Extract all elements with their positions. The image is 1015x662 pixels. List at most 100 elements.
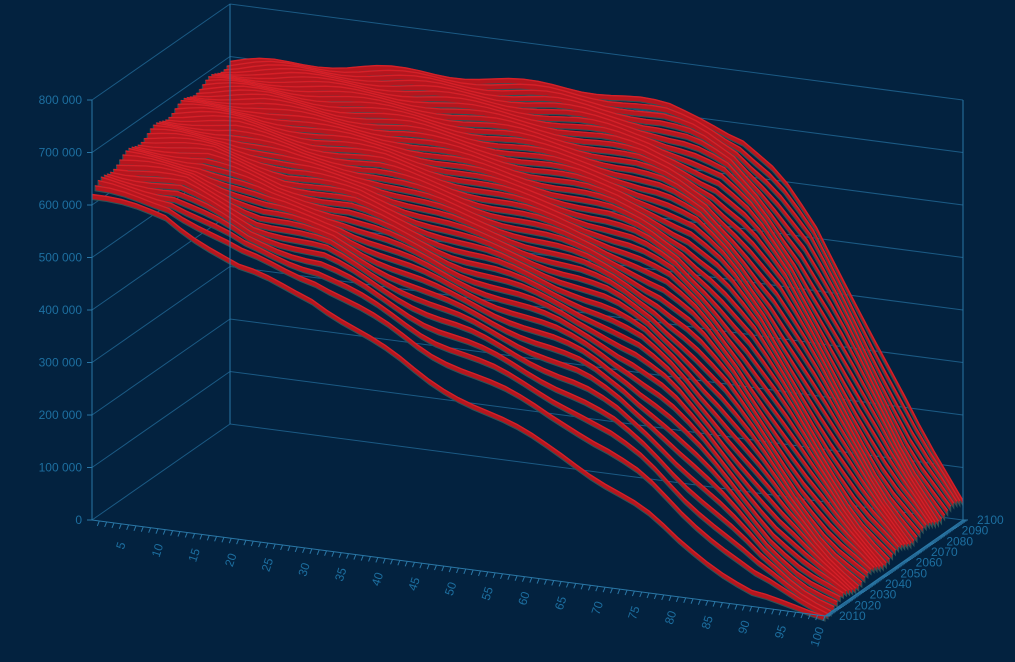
y-tick-label: 2050 — [900, 566, 927, 580]
surface-band-edge-19 — [150, 128, 884, 566]
x-minor-tick — [412, 562, 415, 568]
x-minor-tick — [485, 571, 489, 578]
surface-band-edge-35 — [199, 85, 933, 523]
x-tick-label: 75 — [625, 604, 643, 621]
x-minor-tick — [727, 603, 731, 609]
surface-band-edge-27 — [174, 106, 909, 545]
x-minor-tick — [390, 559, 393, 565]
x-tick-label: 10 — [149, 542, 167, 559]
x-minor-tick — [639, 591, 643, 598]
z-tick-label: 800 000 — [39, 93, 83, 107]
z-axis-tick-labels: 0 100 000 200 000 300 000 400 000 500 000 600 … — [39, 93, 92, 527]
x-minor-tick — [294, 546, 298, 553]
x-minor-tick — [749, 606, 753, 612]
x-minor-tick — [280, 544, 284, 551]
x-minor-tick — [595, 586, 599, 592]
x-minor-tick — [375, 557, 379, 563]
surface-band-edge-6 — [110, 171, 844, 594]
surface-band-edge-32 — [190, 96, 924, 529]
x-minor-tick — [177, 531, 181, 537]
x-minor-tick — [434, 564, 437, 571]
surface-band-edge-37 — [205, 78, 940, 522]
x-minor-tick — [734, 604, 738, 610]
x-minor-tick — [258, 541, 262, 548]
surface-band-edge-20 — [153, 124, 887, 564]
x-minor-tick — [763, 608, 767, 614]
x-minor-tick — [228, 538, 232, 544]
x-tick-label: 45 — [405, 575, 423, 592]
surface-band-edge-9 — [119, 159, 854, 591]
x-tick-label: 80 — [662, 609, 680, 626]
x-minor-tick — [785, 611, 789, 617]
x-minor-tick — [668, 595, 672, 602]
x-tick-label: 60 — [515, 590, 533, 607]
y-tick-label: 2080 — [946, 534, 973, 548]
x-minor-tick — [140, 526, 144, 532]
y-tick-label: 2030 — [870, 588, 897, 602]
x-tick-label: 85 — [699, 614, 717, 631]
surface-band-edge-29 — [180, 99, 915, 542]
x-minor-tick — [522, 576, 525, 582]
x-tick-label: 5 — [113, 540, 128, 551]
surface-band-edge-26 — [171, 110, 906, 545]
x-minor-tick — [756, 607, 760, 613]
x-minor-tick — [96, 520, 100, 527]
surface-band-edge-41 — [217, 71, 952, 507]
x-minor-tick — [683, 597, 687, 603]
surface-band-edge-1 — [94, 185, 829, 615]
surface-band-edge-40 — [214, 73, 949, 511]
x-minor-tick — [573, 583, 577, 589]
x-tick-label: 30 — [295, 561, 313, 578]
x-minor-tick — [287, 545, 291, 552]
x-minor-tick — [661, 594, 665, 601]
x-axis-tick-labels: 5 10 15 20 25 30 35 40 45 50 55 60 65 70 75 80 85 90 95 100 — [96, 520, 827, 649]
surface-band-edge-17 — [144, 136, 878, 568]
x-minor-tick — [653, 593, 657, 600]
x-minor-tick — [184, 532, 188, 538]
surface-band-edge-11 — [125, 150, 860, 587]
x-minor-tick — [719, 602, 723, 608]
z-tick-label: 100 000 — [39, 461, 83, 475]
x-minor-tick — [741, 605, 745, 611]
x-minor-tick — [236, 539, 240, 545]
x-minor-tick — [331, 551, 335, 557]
x-minor-tick — [426, 563, 430, 570]
x-minor-tick — [609, 587, 613, 594]
x-minor-tick — [565, 582, 569, 588]
y-tick-label: 2060 — [916, 556, 943, 570]
x-tick-label: 15 — [185, 546, 203, 563]
x-tick-label: 90 — [735, 618, 753, 635]
x-minor-tick — [155, 528, 159, 534]
surface-band-edge-24 — [165, 119, 900, 548]
x-minor-tick — [338, 552, 342, 558]
z-tick-label: 300 000 — [39, 356, 83, 370]
surface-band-edge-34 — [196, 89, 930, 524]
surface-band-edge-7 — [113, 168, 847, 592]
x-minor-tick — [551, 580, 555, 586]
surface-ribbons — [91, 57, 964, 622]
surface-band-edge-44 — [226, 60, 961, 502]
z-tick-label: 0 — [75, 513, 82, 527]
x-minor-tick — [536, 578, 540, 584]
x-minor-tick — [646, 592, 650, 599]
x-tick-label: 50 — [442, 580, 460, 597]
surface-band-edge-0 — [91, 193, 826, 617]
x-tick-label: 100 — [807, 625, 827, 649]
z-tick-label: 600 000 — [39, 198, 83, 212]
surface-band-edge-25 — [168, 114, 903, 546]
x-minor-tick — [500, 573, 503, 579]
x-minor-tick — [771, 609, 775, 615]
x-tick-label: 20 — [222, 551, 240, 568]
x-minor-tick — [206, 535, 210, 541]
x-minor-tick — [316, 549, 320, 555]
z-tick-label: 200 000 — [39, 408, 83, 422]
x-minor-tick — [382, 558, 386, 564]
x-minor-tick — [309, 548, 313, 554]
surface-band-edge-23 — [162, 120, 897, 551]
y-tick-label: 2040 — [885, 577, 912, 591]
x-minor-tick — [272, 543, 276, 550]
x-minor-tick — [690, 598, 694, 604]
x-tick-label: 55 — [479, 585, 497, 602]
